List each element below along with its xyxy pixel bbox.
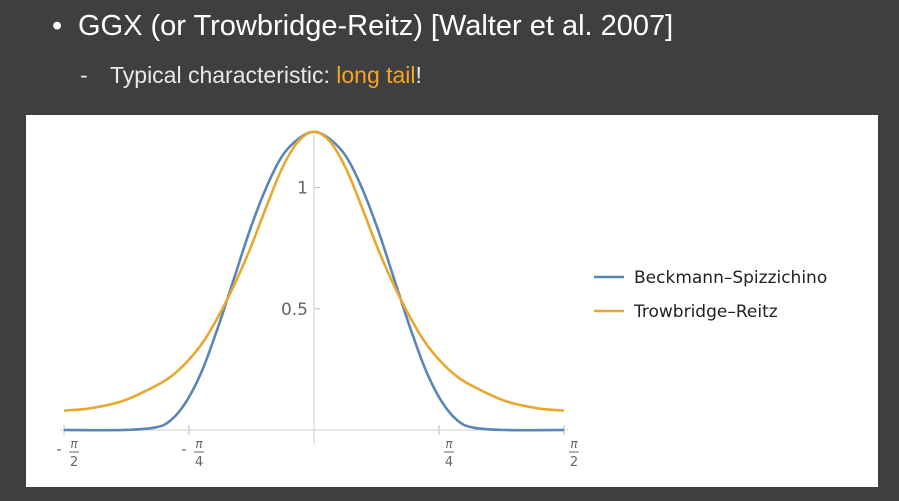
y-tick-label: 0.5 — [281, 300, 308, 320]
x-tick-numerator: π — [195, 437, 203, 451]
series-layer — [63, 130, 565, 432]
x-tick-numerator: π — [445, 437, 453, 451]
x-tick-sign: - — [181, 440, 186, 458]
slide-bullet: • GGX (or Trowbridge-Reitz) [Walter et al… — [52, 8, 673, 44]
x-tick-sign: - — [56, 440, 61, 458]
legend: Beckmann–Spizzichino Trowbridge–Reitz — [594, 268, 827, 322]
x-tick-numerator: π — [570, 437, 578, 451]
legend-label: Beckmann–Spizzichino — [634, 268, 827, 288]
chart-panel: 0.5 1- π 2- π 4 π 4 π 2 Beckmann–Spizzichino Trowb… — [26, 115, 878, 487]
x-tick-denominator: 2 — [70, 455, 78, 470]
x-tick-denominator: 4 — [195, 455, 203, 470]
y-tick-label: 1 — [297, 179, 308, 199]
x-tick-denominator: 4 — [445, 455, 453, 470]
dash-icon: - — [80, 62, 88, 88]
bullet-dot-icon: • — [52, 10, 63, 42]
sub-bullet-highlight: long tail — [336, 62, 416, 88]
sub-bullet-suffix: ! — [415, 62, 422, 88]
x-tick-numerator: π — [70, 437, 78, 451]
slide-sub-bullet: - Typical characteristic: long tail! — [80, 60, 422, 90]
legend-label: Trowbridge–Reitz — [633, 302, 778, 322]
x-tick-denominator: 2 — [570, 455, 578, 470]
bullet-text: GGX (or Trowbridge-Reitz) [Walter et al.… — [78, 10, 674, 42]
sub-bullet-prefix: Typical characteristic: — [110, 62, 337, 88]
series-line-trowbridge — [63, 130, 565, 412]
